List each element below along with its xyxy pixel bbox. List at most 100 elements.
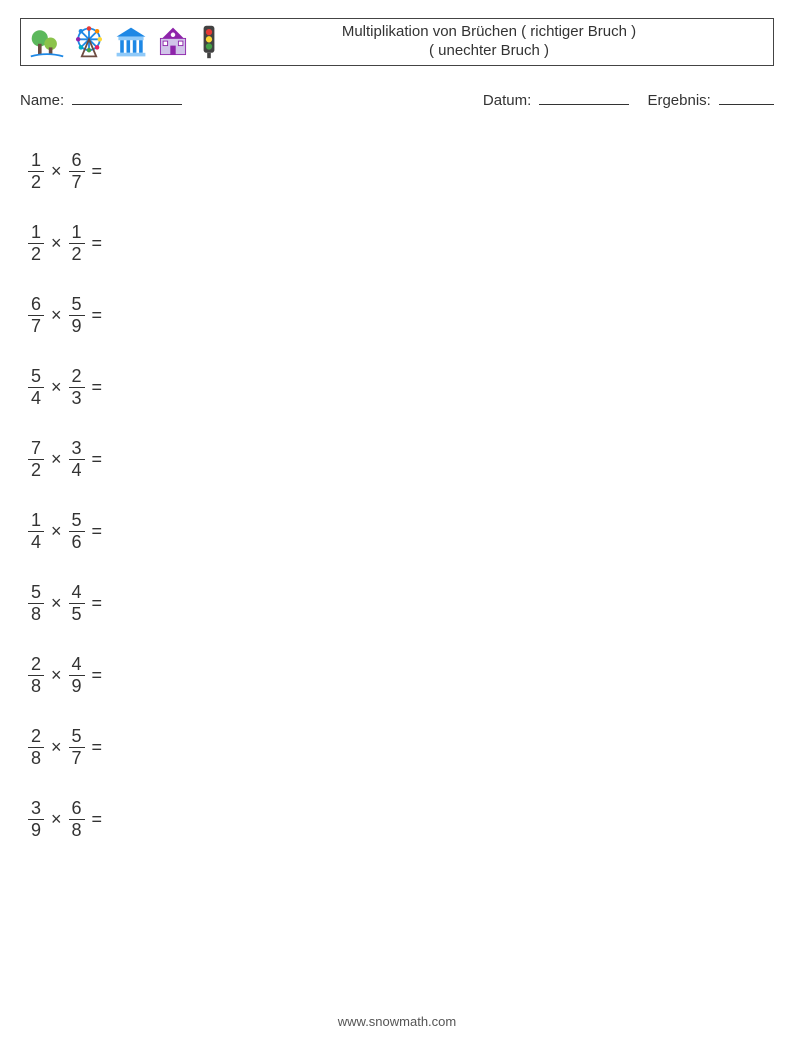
fraction: 39 [28, 799, 44, 840]
fraction-denominator: 9 [69, 317, 85, 336]
fraction-denominator: 7 [69, 749, 85, 768]
multiply-operator: × [51, 665, 62, 686]
fraction-numerator: 1 [28, 151, 44, 170]
fraction: 23 [69, 367, 85, 408]
title-line-2: ( unechter Bruch ) [221, 42, 757, 61]
fraction-denominator: 9 [28, 821, 44, 840]
date-field: Datum: [483, 90, 630, 109]
fraction-denominator: 7 [69, 173, 85, 192]
equals-sign: = [92, 377, 103, 398]
fraction: 12 [69, 223, 85, 264]
fraction-denominator: 4 [28, 533, 44, 552]
fraction: 28 [28, 655, 44, 696]
fraction-numerator: 5 [28, 583, 44, 602]
equals-sign: = [92, 449, 103, 470]
fraction-numerator: 6 [69, 799, 85, 818]
multiply-operator: × [51, 737, 62, 758]
fraction: 56 [69, 511, 85, 552]
problem-row: 28×49= [28, 639, 774, 711]
multiply-operator: × [51, 305, 62, 326]
name-blank[interactable] [72, 90, 182, 105]
fraction-denominator: 6 [69, 533, 85, 552]
meta-row: Name: Datum: Ergebnis: [20, 90, 774, 109]
fraction: 72 [28, 439, 44, 480]
fraction-denominator: 8 [28, 749, 44, 768]
fraction-denominator: 8 [28, 605, 44, 624]
problem-row: 72 × 34 = [28, 423, 774, 495]
date-label: Datum: [483, 92, 531, 109]
fraction-numerator: 4 [69, 583, 85, 602]
fraction: 58 [28, 583, 44, 624]
problem-row: 28×57= [28, 711, 774, 783]
fraction-denominator: 7 [28, 317, 44, 336]
fraction-numerator: 1 [28, 223, 44, 242]
equals-sign: = [92, 665, 103, 686]
problem-row: 39×68= [28, 783, 774, 855]
worksheet-page: Multiplikation von Brüchen ( richtiger B… [0, 0, 794, 1053]
problem-row: 12×12= [28, 207, 774, 279]
fraction-denominator: 9 [69, 677, 85, 696]
fraction-numerator: 3 [28, 799, 44, 818]
equals-sign: = [92, 737, 103, 758]
fraction-numerator: 5 [28, 367, 44, 386]
fraction-numerator: 2 [69, 367, 85, 386]
fraction-denominator: 2 [28, 245, 44, 264]
result-blank[interactable] [719, 90, 774, 105]
result-label: Ergebnis: [647, 92, 710, 109]
traffic-light-icon [197, 24, 221, 60]
problem-row: 14×56= [28, 495, 774, 567]
fraction: 28 [28, 727, 44, 768]
worksheet-title: Multiplikation von Brüchen ( richtiger B… [221, 23, 765, 61]
problem-row: 58×45= [28, 567, 774, 639]
title-line-1: Multiplikation von Brüchen ( richtiger B… [221, 23, 757, 42]
fraction-numerator: 1 [28, 511, 44, 530]
problem-row: 67×59= [28, 279, 774, 351]
fraction: 12 [28, 151, 44, 192]
fraction: 67 [69, 151, 85, 192]
fraction-numerator: 5 [69, 727, 85, 746]
fraction: 57 [69, 727, 85, 768]
footer-url: www.snowmath.com [0, 1014, 794, 1029]
equals-sign: = [92, 521, 103, 542]
header-icons-row [29, 24, 221, 60]
fraction-denominator: 8 [69, 821, 85, 840]
fraction-denominator: 2 [28, 173, 44, 192]
fraction: 54 [28, 367, 44, 408]
fraction-denominator: 4 [69, 461, 85, 480]
tree-icon [29, 24, 65, 60]
fraction: 67 [28, 295, 44, 336]
multiply-operator: × [51, 377, 62, 398]
header-box: Multiplikation von Brüchen ( richtiger B… [20, 18, 774, 66]
fraction-numerator: 6 [28, 295, 44, 314]
equals-sign: = [92, 233, 103, 254]
multiply-operator: × [51, 809, 62, 830]
fraction-numerator: 5 [69, 511, 85, 530]
fraction-denominator: 8 [28, 677, 44, 696]
multiply-operator: × [51, 449, 62, 470]
date-blank[interactable] [539, 90, 629, 105]
fraction-numerator: 2 [28, 655, 44, 674]
fraction: 34 [69, 439, 85, 480]
fraction-numerator: 2 [28, 727, 44, 746]
fraction-numerator: 6 [69, 151, 85, 170]
equals-sign: = [92, 161, 103, 182]
fraction: 68 [69, 799, 85, 840]
problem-row: 54×23= [28, 351, 774, 423]
name-label: Name: [20, 92, 64, 109]
name-field: Name: [20, 90, 483, 109]
government-icon [113, 24, 149, 60]
multiply-operator: × [51, 161, 62, 182]
ferris-wheel-icon [71, 24, 107, 60]
fraction-numerator: 1 [69, 223, 85, 242]
fraction-denominator: 3 [69, 389, 85, 408]
fraction: 49 [69, 655, 85, 696]
fraction-denominator: 2 [28, 461, 44, 480]
equals-sign: = [92, 593, 103, 614]
fraction: 45 [69, 583, 85, 624]
result-field: Ergebnis: [647, 90, 774, 109]
multiply-operator: × [51, 233, 62, 254]
equals-sign: = [92, 305, 103, 326]
fraction: 12 [28, 223, 44, 264]
fraction: 14 [28, 511, 44, 552]
fraction-numerator: 4 [69, 655, 85, 674]
